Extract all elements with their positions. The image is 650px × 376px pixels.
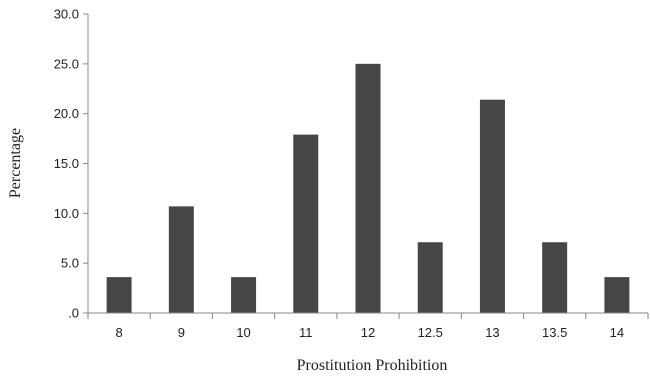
bar-11	[293, 134, 319, 313]
bar-13	[479, 99, 505, 313]
bar-12	[355, 63, 381, 314]
x-tick-label: 9	[178, 325, 185, 340]
y-tick-label: 10.0	[54, 206, 79, 221]
x-axis-title: Prostitution Prohibition	[297, 357, 448, 374]
x-tick-label: 13.5	[542, 325, 567, 340]
bar-9	[168, 206, 194, 313]
x-tick-label: 13	[485, 325, 499, 340]
bar-14	[604, 277, 630, 313]
bar-10	[231, 277, 257, 313]
bars-group	[106, 63, 630, 314]
bar-13.5	[542, 242, 568, 313]
x-tick-label: 14	[610, 325, 624, 340]
x-tick-label: 11	[299, 325, 313, 340]
y-tick-label: 20.0	[54, 106, 79, 121]
x-tick-label: 8	[115, 325, 122, 340]
x-tick-label: 12.5	[418, 325, 443, 340]
y-tick-label: 25.0	[54, 56, 79, 71]
y-tick-label: 15.0	[54, 156, 79, 171]
bar-12.5	[417, 242, 443, 313]
y-axis-title: Percentage	[7, 128, 24, 198]
labels-group: .0 5.0 10.0 15.0 20.0 25.0 30.0 8 9 10 11 12 12.5 13 1…	[54, 7, 624, 341]
bar-8	[106, 277, 132, 313]
y-tick-label: 30.0	[54, 7, 79, 22]
y-tick-label: 5.0	[61, 256, 79, 271]
axes-group	[83, 13, 649, 319]
y-tick-label: .0	[68, 306, 79, 321]
x-tick-label: 12	[361, 325, 375, 340]
x-tick-label: 10	[236, 325, 250, 340]
